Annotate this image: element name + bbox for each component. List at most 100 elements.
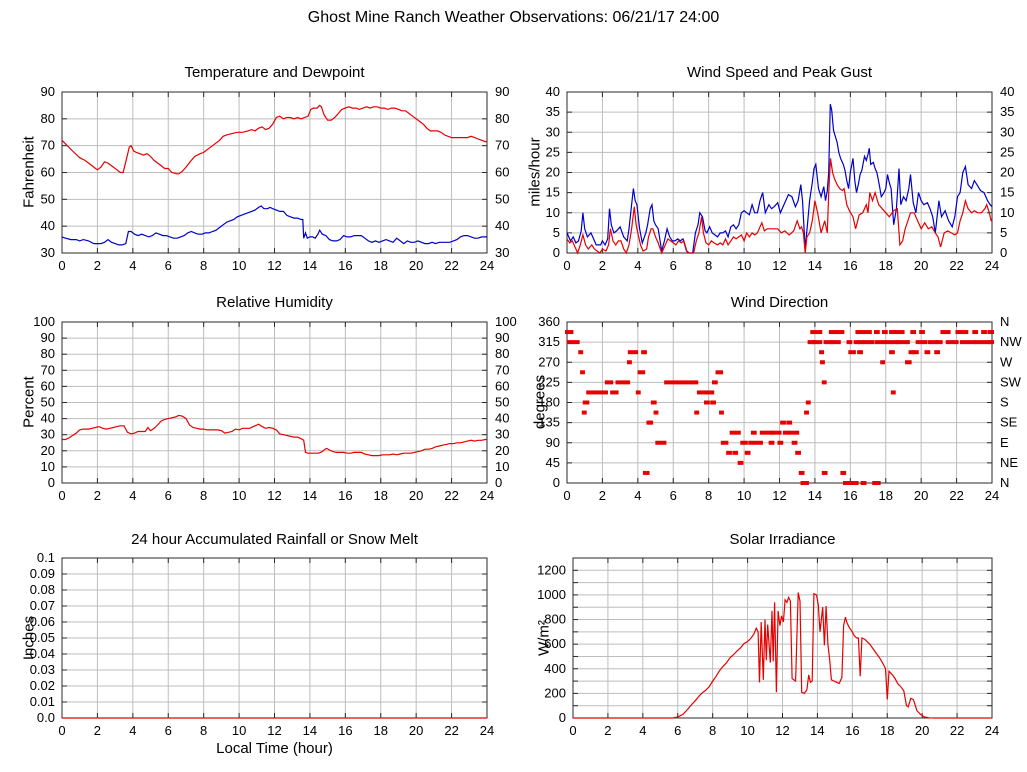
series-wind-direction: [627, 350, 639, 355]
series-wind-direction: [981, 330, 987, 335]
y-tick-label: 40: [546, 84, 560, 99]
x-tick-label: 0: [563, 258, 570, 273]
y-tick-label: 0: [559, 710, 566, 725]
x-tick-label: 0: [58, 723, 65, 738]
series-wind-direction: [791, 440, 798, 445]
y-tick-label: 90: [546, 435, 560, 450]
series-wind-direction: [711, 380, 718, 385]
x-tick-label: 10: [740, 723, 754, 738]
y-tick-label: 0.09: [30, 566, 55, 581]
y-tick-label: 0.1: [37, 550, 55, 565]
series-wind-direction: [715, 370, 724, 375]
series-wind-direction: [864, 330, 872, 335]
series-wind-direction: [750, 430, 757, 435]
series-wind-direction: [664, 380, 699, 385]
x-tick-label: 12: [267, 258, 281, 273]
y-tick-label: 25: [546, 144, 560, 159]
x-tick-label: 20: [409, 488, 423, 503]
y-tick-label-right: N: [1000, 475, 1009, 490]
x-tick-label: 10: [232, 723, 246, 738]
x-tick-label: 4: [634, 258, 641, 273]
y-tick-label: 45: [546, 455, 560, 470]
y-tick-label: 1200: [537, 562, 566, 577]
chart-title-rainfall: 24 hour Accumulated Rainfall or Snow Mel…: [131, 531, 418, 548]
series-wind-direction: [820, 360, 825, 365]
series-wind-direction: [915, 340, 928, 345]
series-wind-direction: [748, 440, 763, 445]
series-wind-direction: [710, 400, 716, 405]
y-tick-label: 315: [538, 334, 560, 349]
y-tick-label: 180: [538, 395, 560, 410]
series-wind-direction: [768, 440, 775, 445]
y-tick-label-right: 20: [1000, 165, 1014, 180]
chart-title-solar: Solar Irradiance: [729, 531, 836, 548]
series-wind-direction: [788, 430, 800, 435]
series-wind-direction: [892, 330, 900, 335]
y-axis-label-inches: Inches: [20, 615, 38, 661]
y-tick-label-right: 50: [495, 395, 509, 410]
series-solar-irradiance: [573, 592, 992, 719]
x-tick-label: 20: [915, 723, 929, 738]
series-wind-direction: [777, 440, 784, 445]
series-wind-direction: [860, 481, 867, 485]
series-wind-direction: [858, 330, 865, 335]
x-tick-label: 14: [808, 488, 822, 503]
series-wind-direction: [740, 440, 748, 445]
y-tick-label: 100: [33, 314, 55, 329]
x-tick-label: 2: [94, 488, 101, 503]
series-wind-direction: [642, 470, 650, 475]
y-tick-label-right: 35: [1000, 104, 1014, 119]
series-wind-direction: [828, 330, 835, 335]
x-tick-label: 6: [165, 723, 172, 738]
series-wind-direction: [565, 330, 574, 335]
x-tick-label: 0: [58, 258, 65, 273]
series-wind-speed: [566, 158, 992, 255]
y-tick-label: 30: [546, 124, 560, 139]
x-tick-label: 14: [810, 723, 824, 738]
series-wind-direction: [580, 370, 585, 375]
series-wind-direction: [735, 430, 741, 435]
x-tick-label: 20: [409, 723, 423, 738]
y-tick-label: 400: [544, 661, 566, 676]
x-tick-label: 2: [94, 723, 101, 738]
x-tick-label: 20: [409, 258, 423, 273]
x-tick-label: 24: [480, 258, 494, 273]
series-wind-direction: [641, 350, 647, 355]
x-tick-label: 2: [94, 258, 101, 273]
y-tick-label: 0.06: [30, 614, 55, 629]
x-tick-label: 10: [232, 488, 246, 503]
x-tick-label: 22: [444, 723, 458, 738]
y-tick-label-right: 0: [1000, 245, 1007, 260]
series-wind-direction: [582, 400, 590, 405]
x-tick-label: 2: [604, 723, 611, 738]
y-tick-label: 90: [41, 330, 55, 345]
series-wind-direction: [578, 350, 584, 355]
x-tick-label: 6: [165, 258, 172, 273]
x-tick-label: 6: [670, 488, 677, 503]
y-tick-label-right: E: [1000, 435, 1009, 450]
x-tick-label: 18: [879, 488, 893, 503]
y-tick-label: 0: [553, 245, 560, 260]
x-tick-label: 16: [338, 258, 352, 273]
series-wind-direction: [874, 330, 880, 335]
series-wind-direction: [810, 330, 823, 335]
y-tick-label: 30: [41, 245, 55, 260]
series-wind-direction: [823, 340, 833, 345]
y-tick-label-right: S: [1000, 395, 1009, 410]
x-tick-label: 0: [563, 488, 570, 503]
y-tick-label: 0: [48, 475, 55, 490]
x-tick-label: 0: [569, 723, 576, 738]
y-tick-label: 70: [41, 362, 55, 377]
series-wind-direction: [945, 340, 959, 345]
x-tick-label: 24: [985, 258, 999, 273]
y-tick-label: 70: [41, 138, 55, 153]
series-wind-direction: [880, 360, 886, 365]
series-wind-direction: [798, 470, 805, 475]
x-tick-label: 22: [949, 258, 963, 273]
series-wind-direction: [720, 440, 729, 445]
series-wind-direction: [959, 340, 977, 345]
x-tick-label: 6: [165, 488, 172, 503]
series-wind-direction: [838, 330, 845, 335]
series-wind-direction: [940, 330, 951, 335]
